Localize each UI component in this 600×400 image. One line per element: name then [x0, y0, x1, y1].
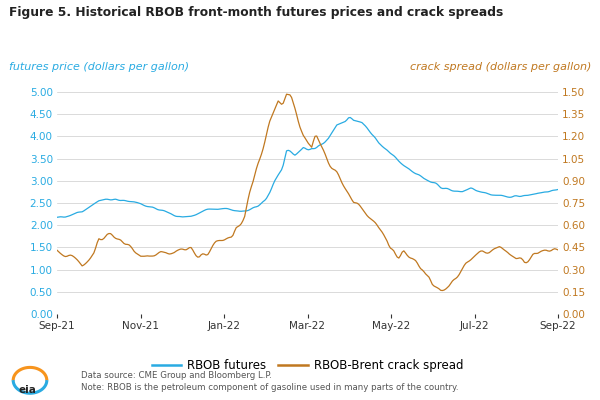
Legend: RBOB futures, RBOB-Brent crack spread: RBOB futures, RBOB-Brent crack spread	[147, 354, 468, 377]
Text: crack spread (dollars per gallon): crack spread (dollars per gallon)	[410, 62, 591, 72]
Text: Data source: CME Group and Bloomberg L.P.: Data source: CME Group and Bloomberg L.P…	[81, 371, 272, 380]
Text: Figure 5. Historical RBOB front-month futures prices and crack spreads: Figure 5. Historical RBOB front-month fu…	[9, 6, 503, 19]
Text: eia: eia	[19, 385, 37, 395]
Text: futures price (dollars per gallon): futures price (dollars per gallon)	[9, 62, 189, 72]
Text: Note: RBOB is the petroleum component of gasoline used in many parts of the coun: Note: RBOB is the petroleum component of…	[81, 383, 458, 392]
